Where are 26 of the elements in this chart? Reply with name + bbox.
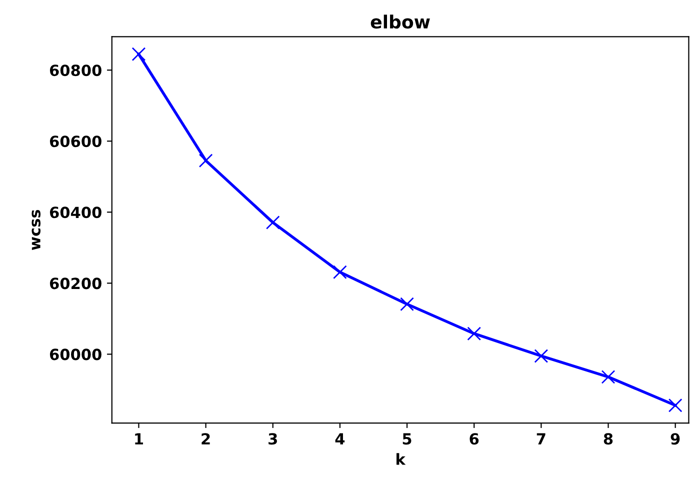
x-tick-label: 5 [402, 433, 412, 445]
point [467, 326, 482, 341]
point [132, 47, 146, 62]
x-axis-title: k [396, 453, 406, 465]
x-tick-label: 8 [604, 433, 613, 445]
y-tick-label: 60000 [50, 348, 102, 360]
y-tick-label: 60600 [50, 136, 102, 148]
point [266, 216, 280, 230]
y-tick-label: 60800 [50, 64, 102, 76]
point [601, 370, 616, 384]
x-tick-label: 9 [670, 433, 680, 445]
x-tick-label: 2 [202, 433, 210, 444]
point [400, 297, 414, 312]
x-tick-label: 4 [335, 433, 345, 444]
x-tick-label: 6 [470, 433, 479, 445]
point [198, 154, 213, 168]
chart-title: elbow [370, 14, 430, 29]
x-tick-label: 7 [536, 433, 546, 444]
y-axis-title: wcss [32, 210, 41, 250]
point [668, 398, 682, 412]
y-tick-label: 60200 [50, 278, 102, 290]
y-tick-label: 60400 [50, 206, 102, 218]
point [333, 265, 347, 280]
x-tick-label: 1 [135, 433, 143, 444]
point [534, 349, 548, 363]
x-tick-label: 3 [268, 433, 277, 445]
